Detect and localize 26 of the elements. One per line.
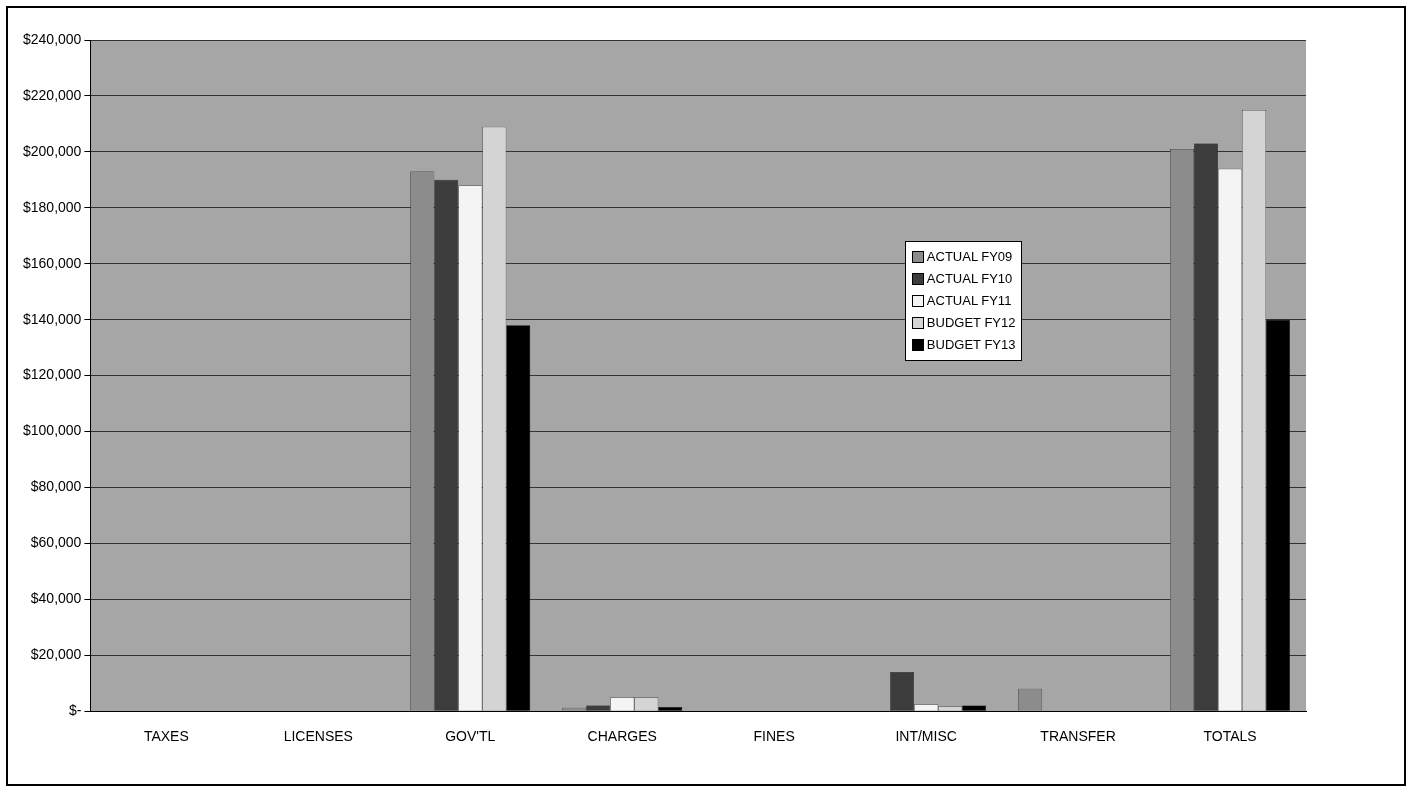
y-tick-label: $100,000 <box>22 422 82 439</box>
y-tick-label: $160,000 <box>22 254 82 271</box>
y-tick-label: $180,000 <box>22 198 82 215</box>
legend-label: ACTUAL FY10 <box>926 270 1013 289</box>
x-tick-label: TRANSFER <box>1040 728 1116 745</box>
y-tick-label: $80,000 <box>30 478 82 495</box>
y-tick-label: $40,000 <box>30 590 82 607</box>
y-tick-label: $20,000 <box>30 646 82 663</box>
x-tick-label: TOTALS <box>1203 728 1257 745</box>
y-tick-label: $120,000 <box>22 366 82 383</box>
y-tick-label: $60,000 <box>30 534 82 551</box>
y-tick-label: $240,000 <box>22 30 82 47</box>
legend-label: BUDGET FY12 <box>926 314 1016 333</box>
x-tick-label: GOV'TL <box>445 728 496 745</box>
y-tick-label: $- <box>68 702 82 719</box>
x-tick-label: FINES <box>753 728 795 745</box>
x-tick-label: CHARGES <box>587 728 657 745</box>
legend-label: ACTUAL FY09 <box>926 248 1013 267</box>
y-tick-label: $140,000 <box>22 310 82 327</box>
x-tick-label: INT/MISC <box>895 728 957 745</box>
y-tick-label: $200,000 <box>22 142 82 159</box>
y-tick-label: $220,000 <box>22 86 82 103</box>
x-tick-label: TAXES <box>143 728 189 745</box>
legend-label: ACTUAL FY11 <box>926 292 1012 311</box>
legend-label: BUDGET FY13 <box>926 336 1016 355</box>
x-tick-label: LICENSES <box>283 728 353 745</box>
